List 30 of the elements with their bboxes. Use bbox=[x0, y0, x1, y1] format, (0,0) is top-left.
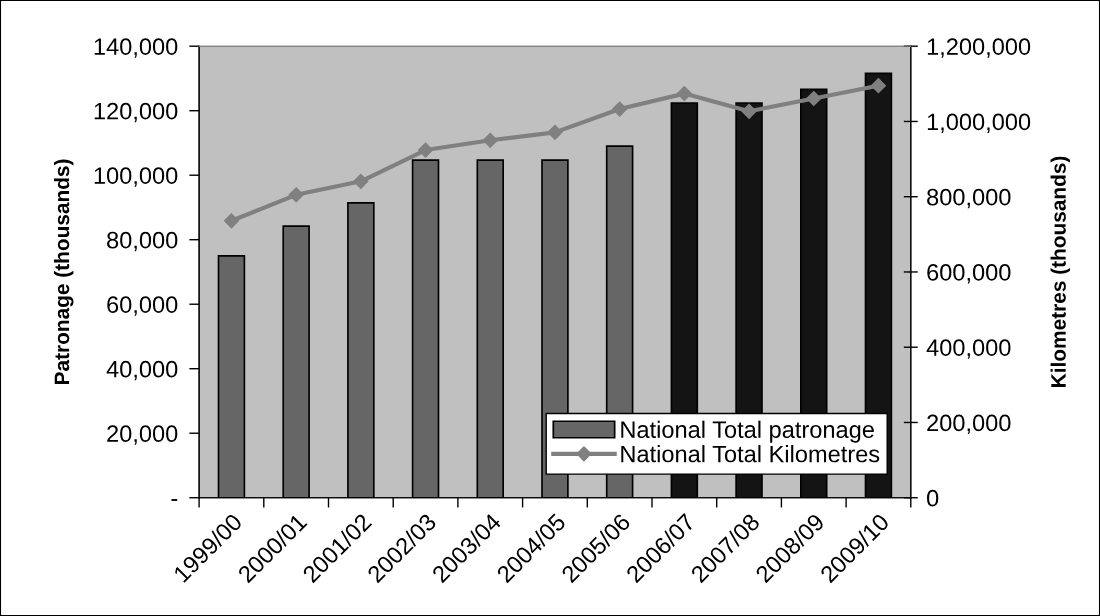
y2-tick-label: 600,000 bbox=[927, 264, 1011, 284]
y-tick-label: 20,000 bbox=[107, 425, 178, 445]
point bbox=[417, 142, 434, 158]
y2-tick-label: 400,000 bbox=[926, 339, 1011, 359]
point bbox=[482, 132, 498, 148]
y-tick-label: - bbox=[171, 499, 178, 501]
y-tick-label: 60,000 bbox=[107, 296, 178, 316]
point bbox=[288, 187, 304, 203]
y-axis-title: Patronage (thousands) bbox=[53, 159, 74, 384]
point bbox=[612, 101, 628, 117]
legend-label: National Total patronage bbox=[621, 420, 874, 443]
y2-tick-label: 0 bbox=[927, 489, 939, 507]
y2-tick-label: 200,000 bbox=[927, 414, 1011, 435]
y-tick-label: 120,000 bbox=[94, 102, 178, 123]
y2-tick-label: 1,200,000 bbox=[927, 38, 1031, 58]
point bbox=[741, 103, 757, 119]
point bbox=[353, 173, 369, 189]
y2-tick-label: 800,000 bbox=[927, 188, 1011, 209]
y2-axis-title: Kilometres (thousands) bbox=[1050, 156, 1070, 387]
point bbox=[806, 90, 822, 107]
point bbox=[547, 124, 563, 140]
y2-tick-label: 1,000,000 bbox=[927, 113, 1031, 134]
point bbox=[223, 213, 240, 229]
y-tick-label: 80,000 bbox=[107, 231, 178, 252]
y-tick-label: 100,000 bbox=[94, 167, 178, 187]
y-tick-label: 140,000 bbox=[94, 38, 178, 58]
legend-label: National Total Kilometres bbox=[621, 445, 880, 463]
point bbox=[676, 86, 692, 102]
y-tick-label: 40,000 bbox=[106, 360, 178, 381]
point bbox=[870, 78, 887, 94]
